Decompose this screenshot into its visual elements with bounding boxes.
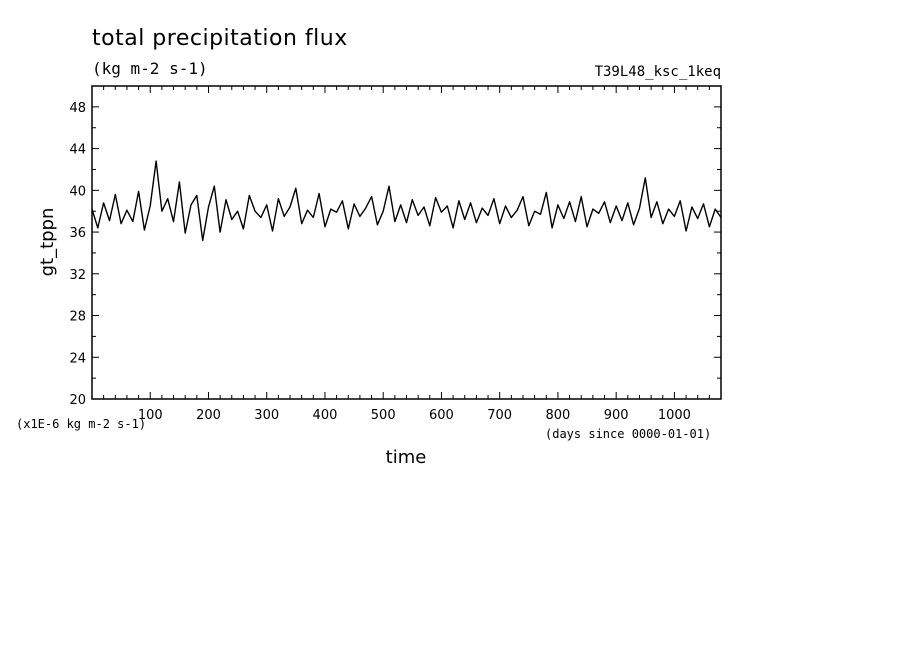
x-tick-label: 1000: [658, 408, 691, 423]
y-tick-label: 36: [69, 226, 86, 241]
x-tick-label: 400: [313, 408, 338, 423]
x-tick-label: 200: [196, 408, 221, 423]
x-units-label: (days since 0000-01-01): [545, 427, 711, 441]
y-axis: 20 24 28 32 36 40 44 48: [69, 85, 721, 408]
y-tick-label: 40: [69, 184, 86, 199]
run-label: T39L48_ksc_1keq: [595, 64, 721, 80]
chart-title: total precipitation flux: [92, 26, 348, 51]
y-tick-label: 32: [69, 268, 86, 283]
x-tick-label: 600: [429, 408, 454, 423]
x-tick-label: 700: [487, 408, 512, 423]
x-tick-label: 300: [254, 408, 279, 423]
y-tick-label: 48: [69, 101, 86, 116]
y-axis-label: gt_tppn: [37, 208, 58, 277]
y-tick-label: 20: [69, 393, 86, 408]
y-tick-label: 28: [69, 310, 86, 325]
series-layer: [91, 160, 722, 242]
chart-subtitle: (kg m-2 s-1): [92, 59, 208, 78]
plot-frame: [91, 85, 722, 400]
x-axis-label: time: [386, 447, 427, 468]
y-tick-label: 44: [69, 143, 86, 158]
x-tick-label: 100: [138, 408, 163, 423]
series-line: [91, 160, 722, 242]
y-units-label: (x1E-6 kg m-2 s-1): [16, 417, 146, 431]
x-tick-label: 800: [546, 408, 571, 423]
x-axis: 100 200 300 400 500 600 700 800 900 1000: [103, 86, 710, 423]
x-tick-label: 500: [371, 408, 396, 423]
x-tick-label: 900: [604, 408, 629, 423]
y-tick-label: 24: [69, 351, 86, 366]
